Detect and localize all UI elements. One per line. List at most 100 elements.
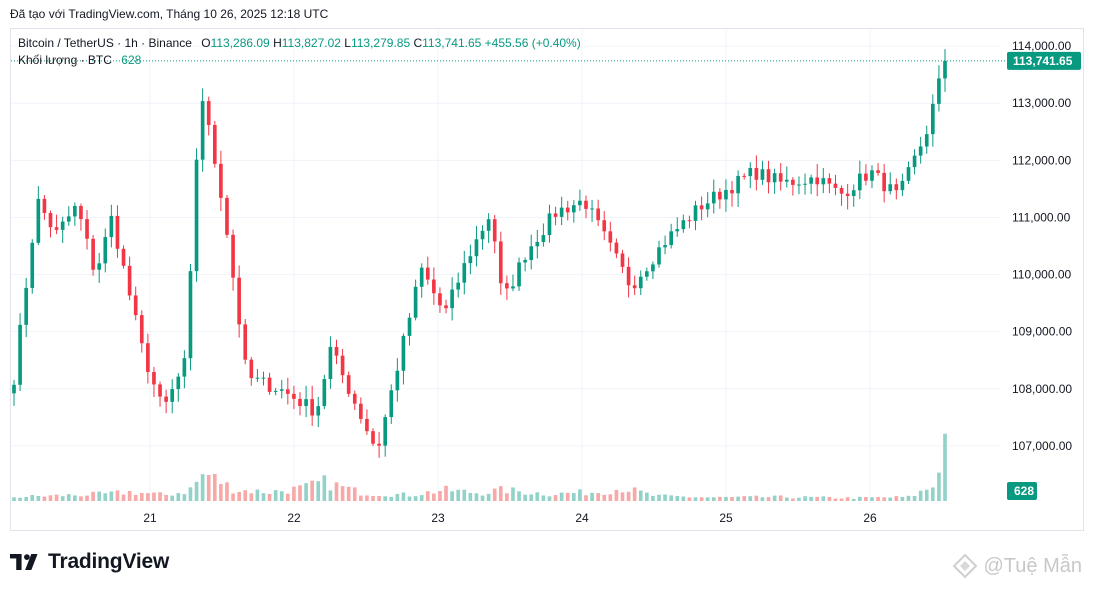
candle-body	[164, 396, 168, 402]
candle-body	[632, 285, 637, 289]
candle-body	[931, 103, 935, 135]
volume-bar	[249, 493, 254, 501]
candle-body	[864, 173, 868, 181]
legend-change-value: +455.56 (+0.40%)	[484, 36, 581, 50]
candle-body	[24, 287, 28, 325]
volume-bar	[79, 496, 83, 501]
volume-bar	[511, 487, 515, 501]
candle-body	[109, 215, 114, 238]
volume-bar	[182, 494, 187, 501]
volume-bar	[943, 433, 947, 501]
candle-body	[91, 238, 95, 270]
volume-bar	[614, 489, 619, 501]
candle-body	[456, 282, 461, 290]
candle-body	[212, 124, 217, 164]
volume-bar	[133, 494, 138, 501]
volume-bar	[815, 496, 820, 501]
candle-body	[66, 216, 71, 222]
candle-body	[474, 239, 479, 257]
legend-volume-row: Khối lượng · BTC 628	[18, 52, 581, 68]
volume-bar	[103, 493, 108, 501]
candle-body	[614, 242, 619, 254]
candle-body	[243, 324, 248, 360]
volume-bar	[432, 493, 436, 501]
candle-body	[73, 206, 77, 217]
volume-bar	[924, 489, 929, 501]
volume-bar	[590, 492, 594, 501]
volume-bar	[352, 487, 357, 501]
candle-body	[711, 191, 716, 204]
chart-frame[interactable]	[10, 28, 1084, 531]
volume-bar	[547, 496, 552, 501]
candle-body	[784, 179, 789, 182]
y-tick-label: 111,000.00	[1012, 210, 1071, 224]
legend-open-label: O	[201, 36, 211, 50]
candle-body	[517, 262, 521, 287]
candle-body	[97, 263, 102, 270]
x-tick-label: 23	[431, 511, 445, 525]
volume-bar	[170, 495, 175, 501]
candle-body	[918, 146, 923, 156]
volume-bar	[231, 493, 235, 501]
candle-body	[730, 189, 734, 194]
candle-body	[565, 207, 570, 213]
volume-bar	[760, 497, 765, 501]
tradingview-brand[interactable]: TradingView	[10, 549, 169, 575]
volume-bar	[669, 495, 674, 501]
volume-bar	[359, 495, 363, 501]
x-tick-label: 22	[287, 511, 301, 525]
candle-body	[139, 315, 144, 344]
volume-bar	[18, 497, 22, 501]
x-tick-label: 26	[863, 511, 877, 525]
watermark-logo-icon	[952, 553, 977, 579]
volume-bar	[851, 498, 856, 501]
candle-body	[85, 219, 89, 239]
volume-bar	[304, 483, 308, 501]
volume-bar	[450, 491, 454, 501]
candle-body	[833, 183, 838, 188]
volume-bar	[340, 486, 345, 501]
volume-bar	[724, 496, 728, 501]
volume-bar	[60, 496, 65, 501]
candle-body	[444, 305, 448, 309]
candle-body	[669, 231, 674, 246]
volume-bar	[462, 489, 467, 501]
candle-body	[462, 263, 467, 283]
candle-body	[845, 193, 850, 196]
watermark: @Tuệ Mẫn	[952, 553, 1082, 579]
volume-bar	[371, 495, 375, 501]
candle-body	[620, 253, 625, 267]
volume-bar	[523, 494, 527, 501]
candle-body	[851, 190, 856, 196]
candle-body	[249, 359, 254, 379]
volume-bar	[553, 495, 558, 501]
candle-body	[377, 443, 381, 446]
candle-body	[505, 283, 509, 289]
candle-body	[158, 384, 162, 397]
volume-bar	[602, 494, 607, 501]
volume-bar	[864, 496, 868, 501]
volume-bar	[292, 486, 296, 501]
candle-body	[663, 245, 667, 248]
legend-high-value: 113,827.02	[281, 36, 341, 50]
candle-body	[261, 377, 266, 379]
volume-bar	[389, 496, 394, 501]
candle-body	[480, 230, 485, 240]
last-volume-label: 628	[1014, 484, 1034, 498]
volume-bar	[334, 482, 339, 501]
volume-bar	[888, 497, 893, 501]
candle-body	[602, 220, 607, 232]
chart-caption: Đã tạo với TradingView.com, Tháng 10 26,…	[10, 7, 329, 21]
volume-bar	[608, 494, 613, 501]
candle-body	[54, 227, 59, 230]
y-tick-label: 107,000.00	[1012, 439, 1072, 453]
candle-body	[553, 213, 558, 217]
candle-body	[407, 317, 412, 336]
candle-body	[809, 177, 813, 184]
candle-body	[645, 271, 649, 277]
candle-body	[133, 295, 138, 316]
volume-bar	[492, 488, 497, 501]
volume-bar	[310, 480, 314, 501]
candle-body	[882, 172, 886, 192]
